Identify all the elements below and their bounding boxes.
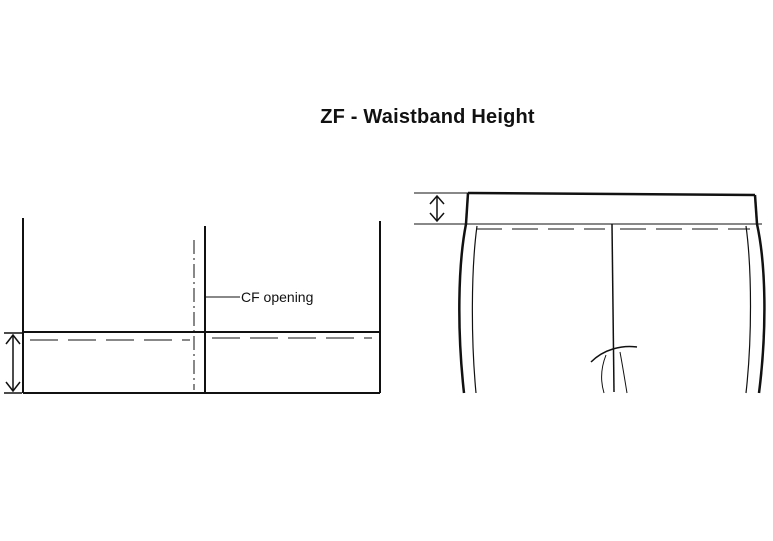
diagram-title: ZF - Waistband Height	[320, 106, 535, 128]
waistband-height-arrow	[4, 332, 22, 394]
center-fly-line	[611, 223, 615, 393]
crotch-curve	[590, 345, 638, 363]
left-leg-inner	[471, 225, 478, 394]
left-leg-outer	[458, 223, 468, 394]
right-leg-outer	[755, 223, 766, 394]
garment-waist-top	[467, 191, 756, 197]
garment-front-view	[414, 191, 766, 394]
garment-waistband-height-arrow	[429, 194, 445, 223]
crotch-seam-left	[601, 354, 607, 394]
cf-opening-label: CF opening	[241, 289, 313, 305]
crotch-seam-right	[619, 351, 628, 394]
waistband-right-edge	[753, 194, 759, 225]
waistband-left-edge	[464, 192, 470, 225]
right-leg-inner	[745, 225, 752, 394]
flat-waistband-view	[4, 218, 381, 394]
